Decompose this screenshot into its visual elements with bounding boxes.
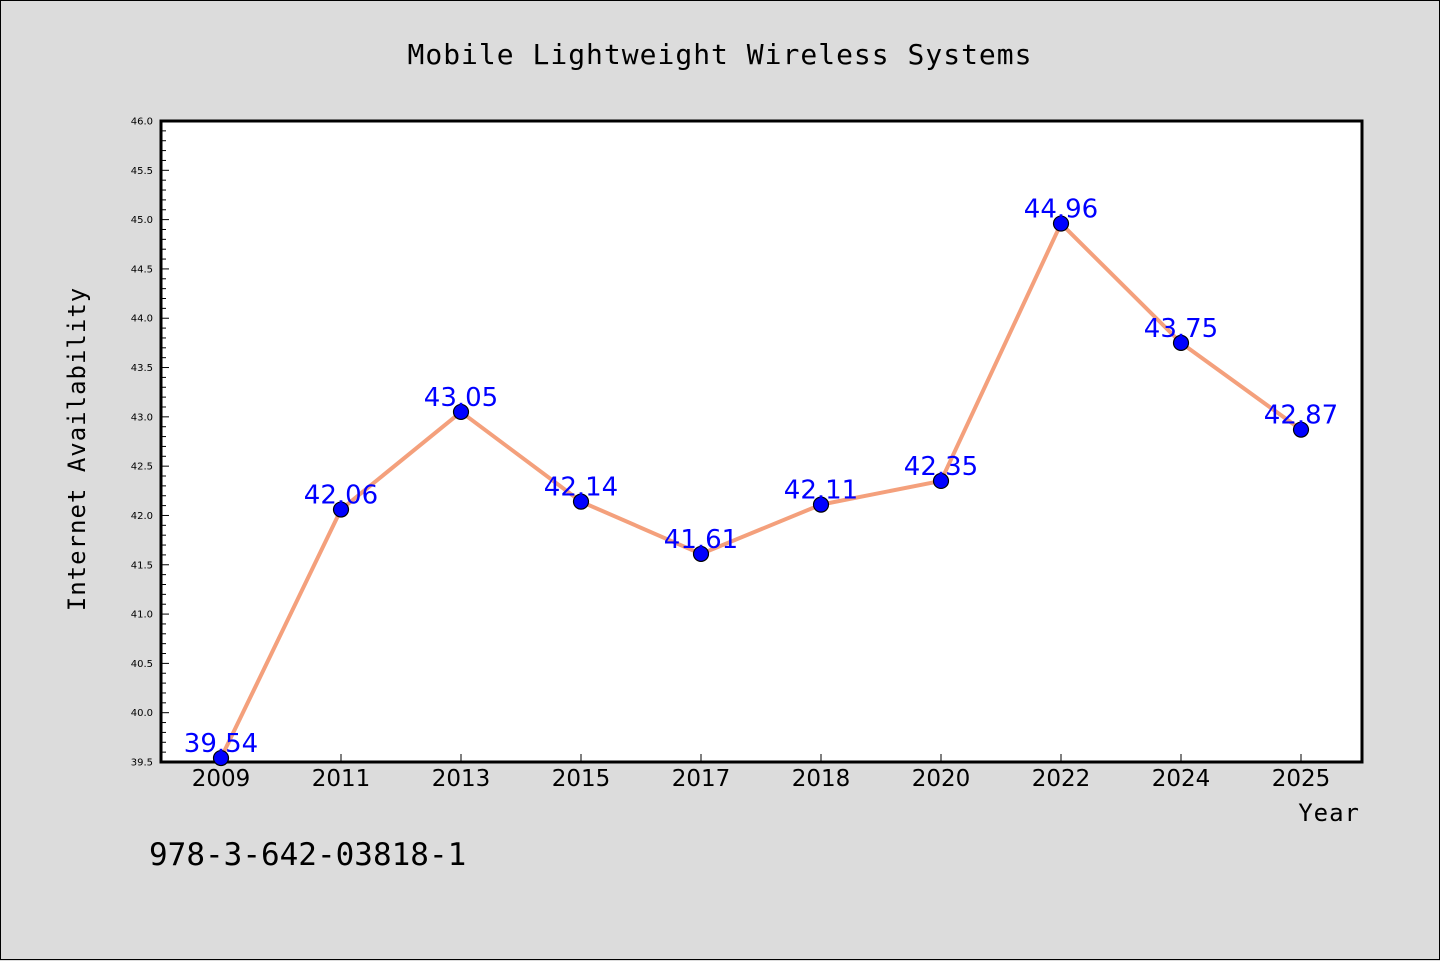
data-point [1292,421,1310,438]
x-tick-label: 2013 [432,766,491,792]
data-point [332,501,350,518]
data-point [812,496,830,513]
footnote-isbn: 978-3-642-03818-1 [149,837,466,873]
y-axis-ticks: 39.5 40.0 40.5 41.0 41.5 42.0 42.5 43.0 43.5 44.0… [131,117,169,769]
data-label: 42.06 [304,481,378,511]
data-label: 39.54 [184,729,258,759]
data-label: 41.61 [664,525,738,555]
data-label: 43.05 [424,383,498,413]
y-tick-label: 45.5 [131,166,153,177]
x-axis-ticks: 2009 2011 2013 2015 2017 2018 2020 2022 2024 2025 [192,754,1331,792]
data-point [932,472,950,490]
y-tick-label: 41.5 [131,560,153,571]
x-tick-label: 2022 [1032,766,1091,792]
chart-title: Mobile Lightweight Wireless Systems [407,38,1032,71]
y-tick-label: 40.0 [131,708,153,719]
series-line [219,221,1303,759]
x-axis-label: Year [1298,799,1360,827]
y-axis-label: Internet Availability [63,287,91,611]
data-label: 42.87 [1264,401,1338,431]
y-tick-label: 39.5 [131,758,153,769]
x-tick-label: 2009 [192,766,251,792]
y-tick-label: 43.5 [131,363,153,374]
data-label: 42.14 [544,473,618,503]
y-tick-label: 41.0 [131,610,153,621]
data-point [692,545,710,563]
data-point [1172,334,1190,351]
series-group [212,215,1310,767]
y-tick-label: 45.0 [131,215,153,226]
y-tick-label: 44.5 [131,264,153,275]
x-tick-label: 2018 [792,766,851,792]
y-tick-label: 40.5 [131,659,153,670]
data-label: 42.11 [784,476,858,506]
data-label: 43.75 [1144,314,1218,344]
x-tick-label: 2015 [552,766,611,792]
x-tick-label: 2025 [1272,766,1331,792]
data-point [452,403,470,421]
y-tick-label: 44.0 [131,314,153,325]
y-tick-label: 42.0 [131,511,153,522]
y-tick-label: 46.0 [131,117,153,128]
x-tick-label: 2020 [912,766,971,792]
y-tick-label: 42.5 [131,462,153,473]
data-point [1052,215,1070,232]
plot-area [159,119,1364,764]
y-tick-label: 43.0 [131,412,153,423]
x-tick-label: 2017 [672,766,731,792]
data-point [212,749,230,767]
x-tick-label: 2024 [1152,766,1211,792]
x-tick-label: 2011 [312,766,371,792]
data-labels: 39.54 42.06 43.05 42.14 41.61 42.11 42.35 44.96… [184,195,1338,759]
data-label: 44.96 [1024,195,1098,225]
data-label: 42.35 [904,452,978,482]
data-point [572,493,590,510]
